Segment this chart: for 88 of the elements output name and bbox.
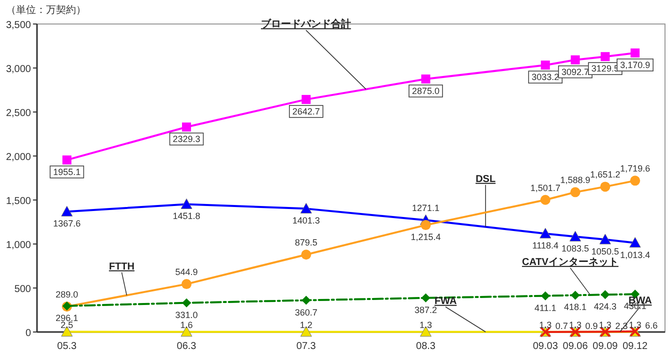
point bbox=[540, 60, 550, 70]
data-label: 1.6 bbox=[180, 320, 193, 330]
data-label: 411.1 bbox=[534, 302, 556, 313]
point bbox=[600, 290, 610, 300]
point bbox=[570, 230, 582, 242]
point bbox=[570, 55, 580, 64]
y-tick-label: 0 bbox=[25, 328, 32, 339]
point bbox=[540, 194, 550, 205]
point bbox=[570, 290, 580, 300]
point bbox=[600, 182, 610, 192]
text: CATVインターネット bbox=[522, 256, 618, 268]
point bbox=[540, 291, 550, 300]
data-label: 331.0 bbox=[175, 310, 198, 320]
data-label: 1050.5 bbox=[591, 246, 619, 257]
x-tick-label: 09.03 bbox=[532, 341, 558, 352]
y-tick-label: 2,500 bbox=[6, 108, 32, 119]
y-tick-label: 3,500 bbox=[6, 20, 32, 31]
point bbox=[600, 52, 610, 62]
point bbox=[182, 298, 192, 308]
x-tick-label: 09.06 bbox=[562, 341, 588, 352]
point bbox=[570, 187, 580, 198]
x-tick-label: 09.09 bbox=[592, 341, 618, 352]
data-label: 1,013.4 bbox=[620, 250, 650, 260]
point bbox=[421, 74, 430, 84]
data-label: 289.0 bbox=[56, 290, 78, 300]
point bbox=[180, 198, 192, 209]
point bbox=[182, 122, 192, 132]
point bbox=[629, 237, 641, 248]
y-tick-label: 1,500 bbox=[6, 196, 32, 207]
x-tick-label: 08.3 bbox=[416, 341, 436, 352]
y-tick-label: 2,000 bbox=[6, 152, 32, 163]
data-label: 1,215.4 bbox=[410, 232, 441, 242]
data-label: 387.2 bbox=[414, 304, 438, 315]
data-label: 3033.2 bbox=[532, 72, 560, 82]
data-label: 1367.6 bbox=[53, 218, 81, 229]
x-tick-label: 07.3 bbox=[296, 341, 316, 352]
point bbox=[630, 48, 640, 58]
data-label: 418.1 bbox=[564, 302, 587, 312]
text: ブロードバンド合計 bbox=[260, 18, 351, 30]
data-label: 1401.3 bbox=[292, 216, 320, 226]
text: DSL bbox=[476, 174, 496, 185]
data-label: 1955.1 bbox=[53, 166, 81, 177]
point bbox=[61, 206, 73, 216]
data-label: 1,719.6 bbox=[620, 164, 650, 174]
data-label: 1,501.7 bbox=[530, 182, 560, 193]
data-label: 3,170.9 bbox=[620, 60, 650, 70]
x-tick-label: 05.3 bbox=[57, 341, 78, 352]
data-label: 2875.0 bbox=[412, 86, 440, 96]
data-label: 1271.1 bbox=[412, 203, 440, 214]
point bbox=[540, 228, 552, 238]
data-label: 360.7 bbox=[294, 307, 318, 318]
y-axis-title: （単位：万契約） bbox=[6, 4, 86, 16]
data-label: 1.2 bbox=[300, 320, 312, 330]
data-label: 2642.7 bbox=[292, 106, 320, 116]
data-label: 6.6 bbox=[645, 320, 658, 330]
point bbox=[301, 250, 312, 260]
point bbox=[302, 296, 311, 305]
point bbox=[421, 293, 430, 302]
data-label: 1083.5 bbox=[562, 244, 590, 254]
data-label: 1.3 bbox=[420, 320, 432, 330]
x-tick-label: 09.12 bbox=[622, 341, 648, 352]
data-label: 1118.4 bbox=[532, 240, 558, 251]
data-label: 0.7 bbox=[555, 320, 568, 331]
data-label: 0.9 bbox=[585, 320, 598, 331]
data-label: 1451.8 bbox=[172, 211, 200, 222]
point bbox=[302, 94, 311, 104]
data-label: 1.3 bbox=[628, 320, 642, 330]
text: FWA bbox=[434, 296, 457, 307]
data-label: 1,588.9 bbox=[560, 175, 590, 186]
x-tick-label: 06.3 bbox=[176, 341, 197, 352]
y-tick-label: 1,000 bbox=[6, 240, 32, 251]
point bbox=[62, 155, 72, 164]
point bbox=[300, 202, 312, 214]
data-label: 1.3 bbox=[569, 320, 582, 330]
data-label: 424.3 bbox=[594, 302, 616, 312]
data-label: 2329.3 bbox=[172, 134, 200, 144]
point bbox=[630, 176, 640, 186]
point bbox=[420, 220, 431, 230]
y-tick-label: 500 bbox=[14, 284, 32, 295]
point bbox=[182, 279, 192, 290]
data-label: 1.3 bbox=[598, 320, 612, 330]
data-label: 879.5 bbox=[294, 238, 318, 248]
y-tick-label: 3,000 bbox=[6, 64, 32, 75]
data-label: 544.9 bbox=[175, 267, 198, 278]
point bbox=[599, 234, 611, 244]
text: FTTH bbox=[108, 261, 134, 272]
data-label: 1,651.2 bbox=[590, 170, 620, 180]
data-label: 1.3 bbox=[539, 320, 552, 330]
